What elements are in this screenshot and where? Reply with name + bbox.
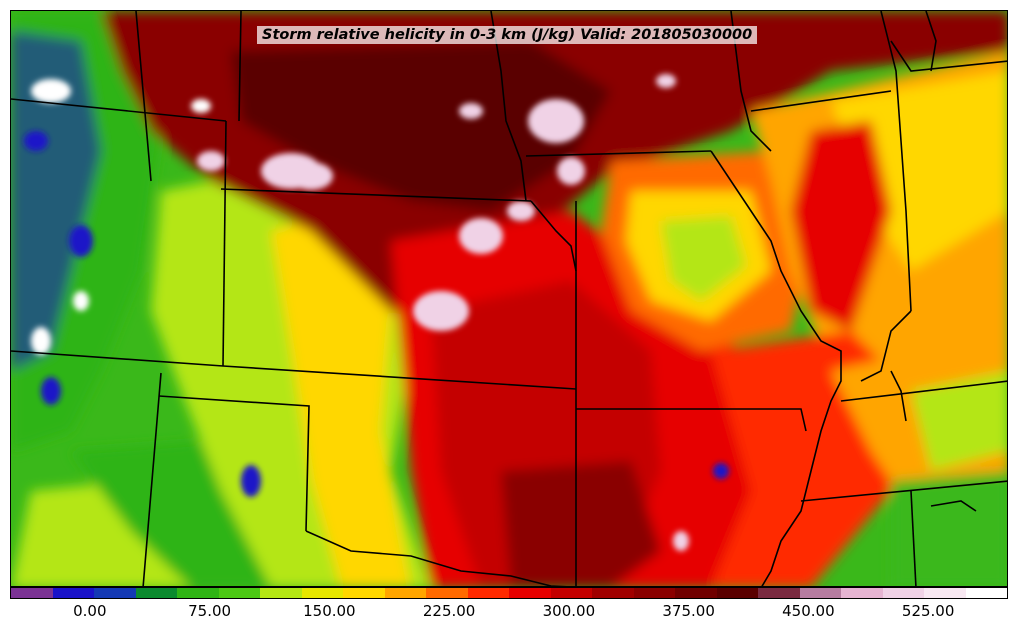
helicity-map — [11, 11, 1007, 586]
state-borders — [11, 11, 1007, 586]
colorbar-swatch — [135, 588, 177, 598]
colorbar-tick-label: 150.00 — [303, 602, 356, 620]
colorbar-swatch — [52, 588, 94, 598]
colorbar-swatch — [509, 588, 551, 598]
border-mi — [890, 40, 1007, 72]
colorbar-swatch — [11, 588, 53, 598]
border-kentucky-lake — [890, 370, 907, 422]
border-wy-ne-west — [222, 120, 227, 367]
colorbar-ticks: 0.00 75.00 150.00 225.00 300.00 375.00 450.00 5… — [10, 602, 1008, 624]
colorbar-swatch — [384, 588, 426, 598]
border-nm-co — [158, 395, 310, 532]
colorbar-swatch — [965, 588, 1007, 598]
colorbar-swatch — [716, 588, 758, 598]
colorbar-swatch — [177, 588, 219, 598]
colorbar-swatch — [467, 588, 509, 598]
colorbar-swatch — [799, 588, 841, 598]
border-lake-michigan — [925, 11, 937, 72]
colorbar-swatch — [675, 588, 717, 598]
colorbar-swatch — [758, 588, 800, 598]
border-tn-ms — [800, 480, 1007, 502]
border-mo-ar — [576, 408, 807, 432]
colorbar-tick-label: 300.00 — [542, 602, 596, 620]
border-id-mt — [135, 11, 152, 182]
colorbar-swatch — [841, 588, 883, 598]
border-wi-il — [750, 90, 892, 112]
border-tn-river — [930, 500, 977, 512]
colorbar-swatch — [924, 588, 966, 598]
border-mt-wy — [11, 98, 227, 122]
border-ms-al — [910, 490, 917, 586]
border-ks-ne — [11, 350, 577, 390]
border-missouri-river — [530, 200, 577, 272]
colorbar-swatch — [550, 588, 592, 598]
map-title: Storm relative helicity in 0-3 km (J/kg)… — [257, 26, 758, 44]
map-panel: Storm relative helicity in 0-3 km (J/kg)… — [10, 10, 1008, 587]
colorbar-swatch — [633, 588, 675, 598]
border-il-in — [880, 11, 912, 312]
border-nd-mt — [238, 11, 242, 122]
colorbar-swatch — [592, 588, 634, 598]
colorbar-swatch — [260, 588, 302, 598]
border-red-river — [305, 530, 568, 586]
border-ia-mn — [525, 150, 712, 157]
colorbar-tick-label: 375.00 — [662, 602, 715, 620]
colorbar-swatch — [94, 588, 136, 598]
border-co-ut — [142, 372, 162, 586]
colorbar-tick-label: 75.00 — [188, 602, 232, 620]
border-wi-mn — [730, 11, 772, 152]
colorbar-swatch — [218, 588, 260, 598]
extreme-helicity-cells — [24, 74, 729, 551]
field-contours — [11, 11, 1007, 586]
colorbar-tick-label: 0.00 — [73, 602, 107, 620]
colorbar-tick-label: 225.00 — [422, 602, 476, 620]
border-ky-tn — [840, 380, 1007, 402]
border-mn-sd — [490, 11, 527, 202]
colorbar-tick-label: 525.00 — [901, 602, 955, 620]
colorbar-swatch — [301, 588, 343, 598]
border-sd-ne — [220, 188, 532, 202]
colorbar-swatch — [343, 588, 385, 598]
colorbar-tick-label: 450.00 — [782, 602, 835, 620]
colorbar-swatch — [426, 588, 468, 598]
border-ohio-river — [860, 310, 912, 382]
colorbar-swatch — [882, 588, 924, 598]
colorbar — [10, 587, 1008, 599]
border-mississippi — [710, 150, 842, 586]
